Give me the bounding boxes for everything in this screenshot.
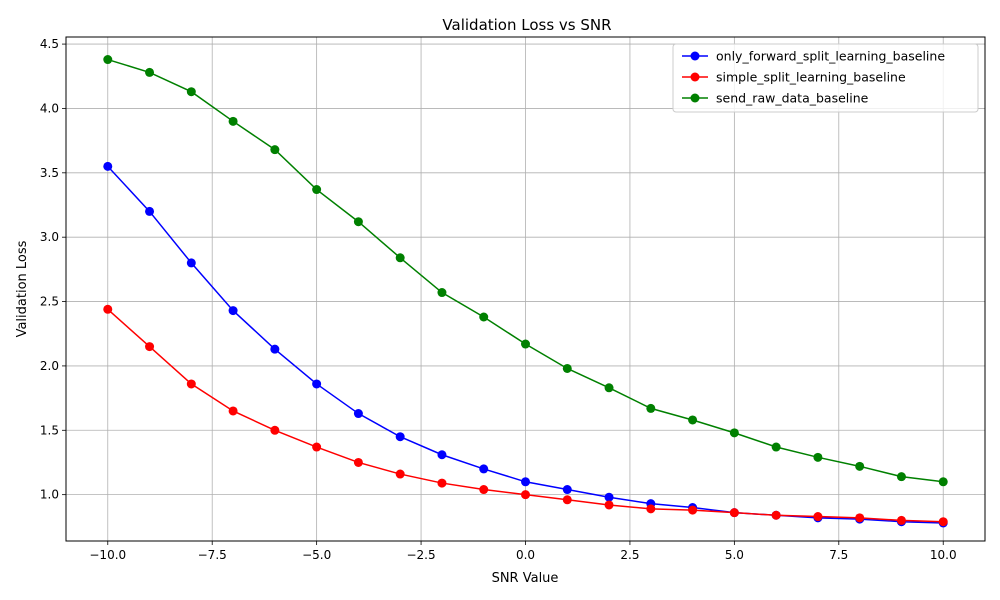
x-tick-label: 2.5 [620, 548, 639, 562]
x-tick-label: 0.0 [516, 548, 535, 562]
data-point [479, 464, 489, 474]
data-point [604, 500, 614, 510]
data-point [813, 452, 823, 462]
data-point [228, 306, 238, 316]
y-tick-label: 2.0 [40, 359, 59, 373]
data-point [395, 253, 405, 263]
data-point [228, 406, 238, 416]
legend-box [672, 43, 979, 113]
data-point [562, 363, 572, 373]
data-point [604, 492, 614, 502]
data-point [103, 55, 113, 65]
x-tick-label: 10.0 [930, 548, 957, 562]
data-point [479, 312, 489, 322]
legend-items: only_forward_split_learning_baselinesimp… [682, 49, 945, 106]
axis-ticks: −10.0 −7.5 −5.0 −2.5 0.0 2.5 5.0 7.5 10.0 1.0 1.5 2… [40, 37, 957, 562]
data-point [353, 217, 363, 227]
legend: only_forward_split_learning_baselinesimp… [672, 43, 979, 113]
data-point [521, 339, 530, 349]
legend-item: simple_split_learning_baseline [682, 70, 906, 85]
legend-marker [690, 51, 700, 61]
data-point [312, 442, 322, 452]
y-tick-label: 3.0 [40, 230, 59, 244]
y-tick-label: 1.5 [40, 423, 59, 437]
data-point [729, 428, 739, 438]
data-point [771, 510, 781, 520]
y-tick-label: 2.5 [40, 295, 59, 309]
data-point [145, 342, 155, 352]
x-tick-label: −5.0 [302, 548, 331, 562]
data-point [688, 505, 698, 515]
data-point [646, 504, 656, 514]
series-layer [103, 55, 948, 528]
data-point [186, 258, 196, 268]
data-point [103, 304, 113, 314]
data-point [270, 145, 280, 155]
data-point [353, 409, 363, 419]
legend-label: simple_split_learning_baseline [716, 70, 906, 85]
legend-marker [690, 93, 700, 103]
data-point [521, 490, 530, 500]
y-tick-label: 4.5 [40, 37, 59, 51]
data-point [688, 415, 698, 425]
x-tick-label: −2.5 [406, 548, 435, 562]
data-point [437, 478, 447, 488]
data-point [479, 485, 489, 495]
data-point [729, 508, 739, 518]
data-point [771, 442, 781, 452]
data-point [562, 495, 572, 505]
data-point [395, 469, 405, 479]
legend-item: send_raw_data_baseline [682, 91, 869, 106]
legend-item: only_forward_split_learning_baseline [682, 49, 945, 64]
data-point [521, 477, 530, 487]
series-send_raw_data_baseline [103, 55, 948, 487]
x-tick-label: −7.5 [198, 548, 227, 562]
data-point [938, 517, 948, 527]
y-tick-label: 1.0 [40, 488, 59, 502]
legend-label: send_raw_data_baseline [716, 91, 869, 106]
data-point [437, 288, 447, 298]
chart-title: Validation Loss vs SNR [442, 16, 611, 34]
data-point [186, 379, 196, 389]
data-point [437, 450, 447, 460]
x-axis-title: SNR Value [492, 571, 559, 586]
data-point [646, 403, 656, 413]
data-point [228, 116, 238, 126]
data-point [855, 513, 865, 523]
data-point [353, 457, 363, 467]
data-point [938, 477, 948, 487]
x-tick-label: −10.0 [89, 548, 126, 562]
data-point [145, 206, 155, 216]
data-point [312, 185, 322, 195]
data-point [312, 379, 322, 389]
data-point [562, 485, 572, 495]
legend-marker [690, 72, 700, 82]
data-point [270, 344, 280, 354]
data-point [896, 515, 906, 525]
series-simple_split_learning_baseline [103, 304, 948, 527]
x-tick-label: 7.5 [829, 548, 848, 562]
x-tick-label: 5.0 [725, 548, 744, 562]
data-point [270, 425, 280, 435]
data-point [604, 383, 614, 393]
data-point [896, 472, 906, 482]
y-tick-label: 4.0 [40, 101, 59, 115]
data-point [186, 87, 196, 97]
data-point [145, 67, 155, 77]
y-axis-title: Validation Loss [15, 240, 30, 337]
data-point [855, 461, 865, 471]
data-point [395, 432, 405, 442]
y-tick-label: 3.5 [40, 166, 59, 180]
legend-label: only_forward_split_learning_baseline [716, 49, 945, 64]
data-point [813, 512, 823, 522]
data-point [103, 161, 113, 171]
